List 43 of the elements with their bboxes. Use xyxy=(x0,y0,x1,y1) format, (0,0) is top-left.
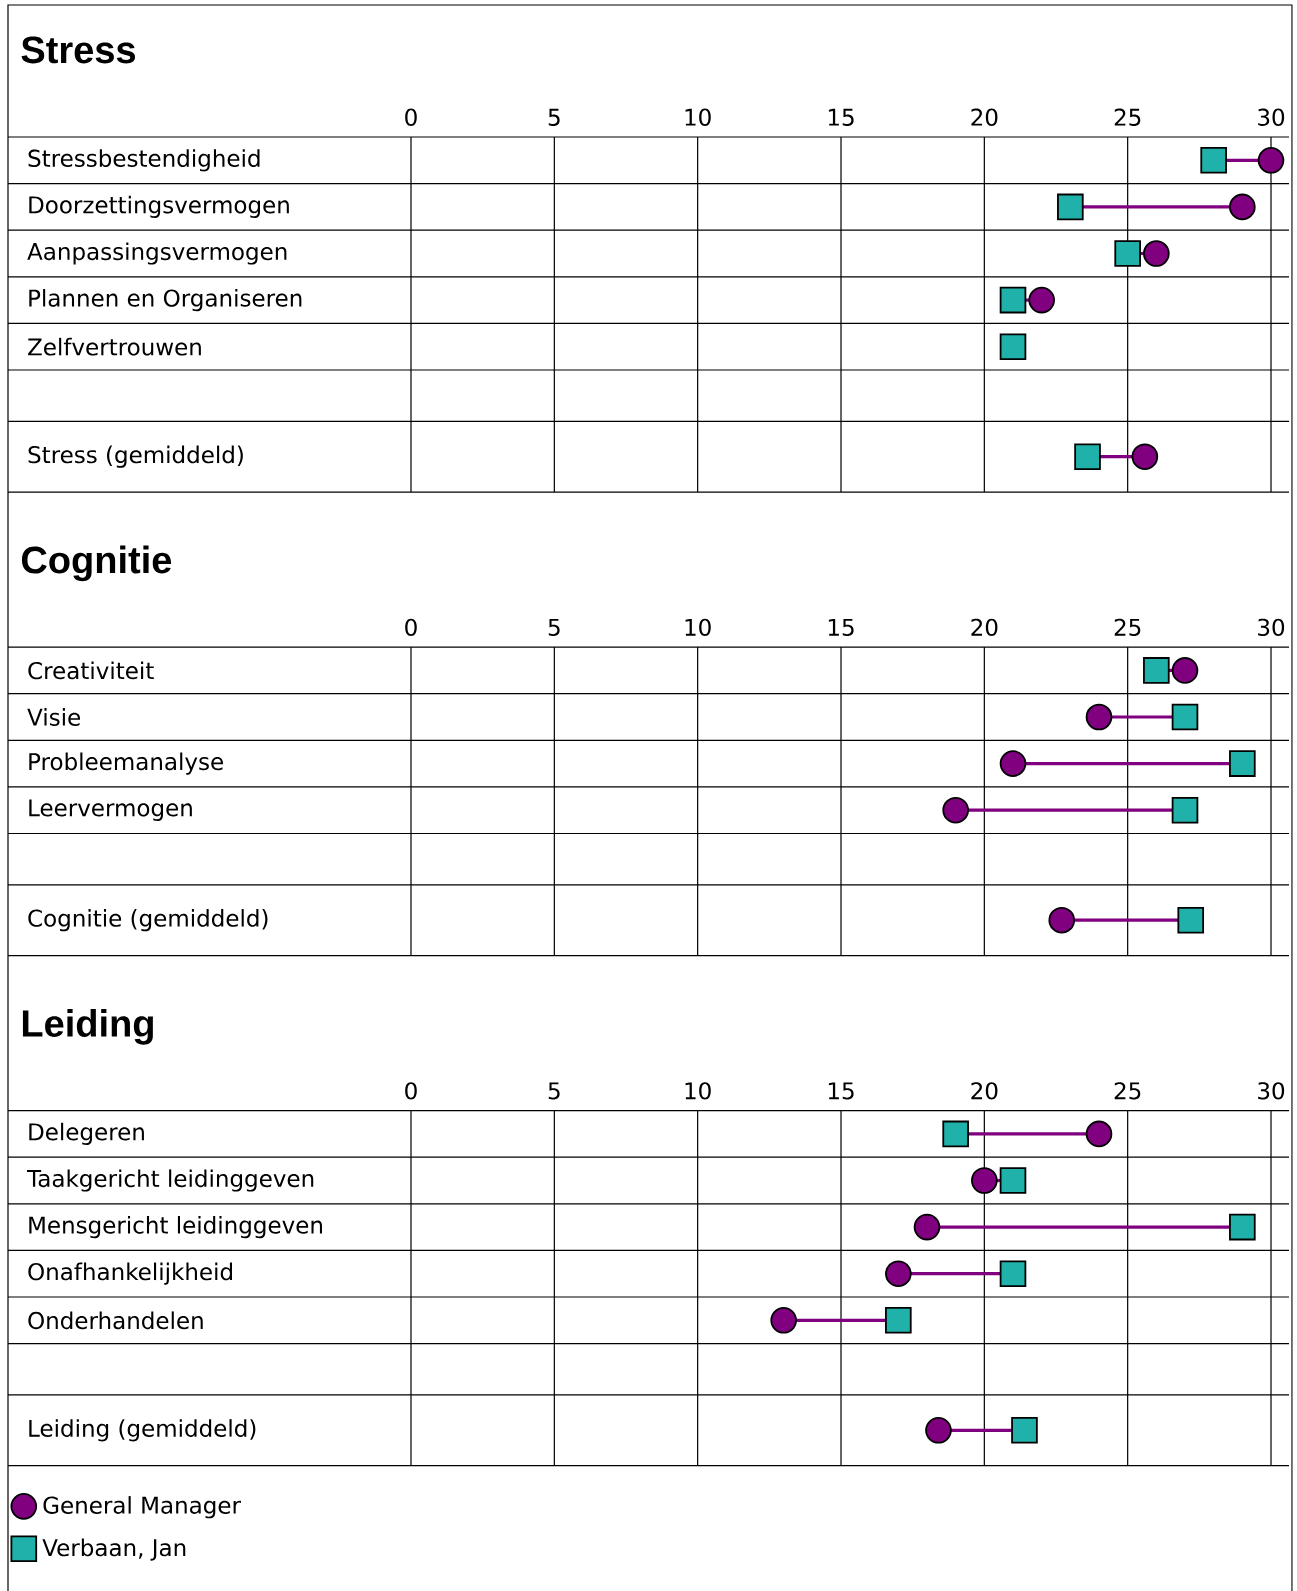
x-tick-label: 0 xyxy=(405,108,417,126)
x-tick-label: 15 xyxy=(828,1082,854,1100)
x-tick-label: 25 xyxy=(1114,1082,1141,1100)
y-tick-label: Delegeren xyxy=(29,1122,144,1146)
y-tick-label: Mensgericht leidinggeven xyxy=(29,1215,322,1239)
y-tick-label: Doorzettingsvermogen xyxy=(29,195,289,219)
x-tick-label: 15 xyxy=(828,618,854,637)
text: Leiding xyxy=(22,1009,153,1045)
y-tick-label: Onafhankelijkheid xyxy=(28,1262,232,1285)
y-tick-label: Visie xyxy=(27,708,80,726)
y-tick-label: Zelfvertrouwen xyxy=(28,337,201,356)
y-tick-label: Stress (gemiddeld) xyxy=(28,445,243,468)
y-tick-label: Taakgericht leidinggeven xyxy=(27,1169,314,1192)
x-tick-label: 5 xyxy=(548,1082,560,1100)
x-tick-label: 30 xyxy=(1258,1082,1285,1100)
x-tick-label: 25 xyxy=(1114,108,1141,126)
x-tick-label: 10 xyxy=(685,1082,711,1100)
y-tick-label: Leervermogen xyxy=(29,799,192,821)
x-tick-label: 5 xyxy=(548,108,560,126)
y-tick-label: Cognitie (gemiddeld) xyxy=(28,909,268,932)
y-tick-label: Plannen en Organiseren xyxy=(29,288,302,312)
legend-label: General Manager xyxy=(43,1496,241,1519)
x-tick-label: 10 xyxy=(685,618,711,637)
y-tick-label: Onderhandelen xyxy=(28,1311,203,1330)
y-tick-label: Leiding (gemiddeld) xyxy=(29,1419,256,1442)
y-tick-label: Probleemanalyse xyxy=(29,752,223,775)
y-tick-label: Aanpassingsvermogen xyxy=(27,242,287,265)
legend-label: Verbaan, Jan xyxy=(42,1538,186,1561)
x-tick-label: 20 xyxy=(971,108,998,126)
x-tick-label: 0 xyxy=(405,618,417,637)
x-tick-label: 20 xyxy=(971,1082,998,1100)
x-tick-label: 15 xyxy=(828,108,854,126)
x-tick-label: 25 xyxy=(1114,618,1141,637)
text: Cognitie xyxy=(21,545,172,582)
x-tick-label: 20 xyxy=(971,618,998,637)
y-tick-label: Creativiteit xyxy=(28,661,154,680)
x-tick-label: 0 xyxy=(405,1082,417,1100)
x-tick-label: 10 xyxy=(685,108,711,126)
y-tick-label: Stressbestendigheid xyxy=(28,149,260,172)
text: Stress xyxy=(21,36,135,64)
x-tick-label: 30 xyxy=(1258,108,1285,126)
x-tick-label: 5 xyxy=(548,618,560,637)
x-tick-label: 30 xyxy=(1258,618,1285,637)
